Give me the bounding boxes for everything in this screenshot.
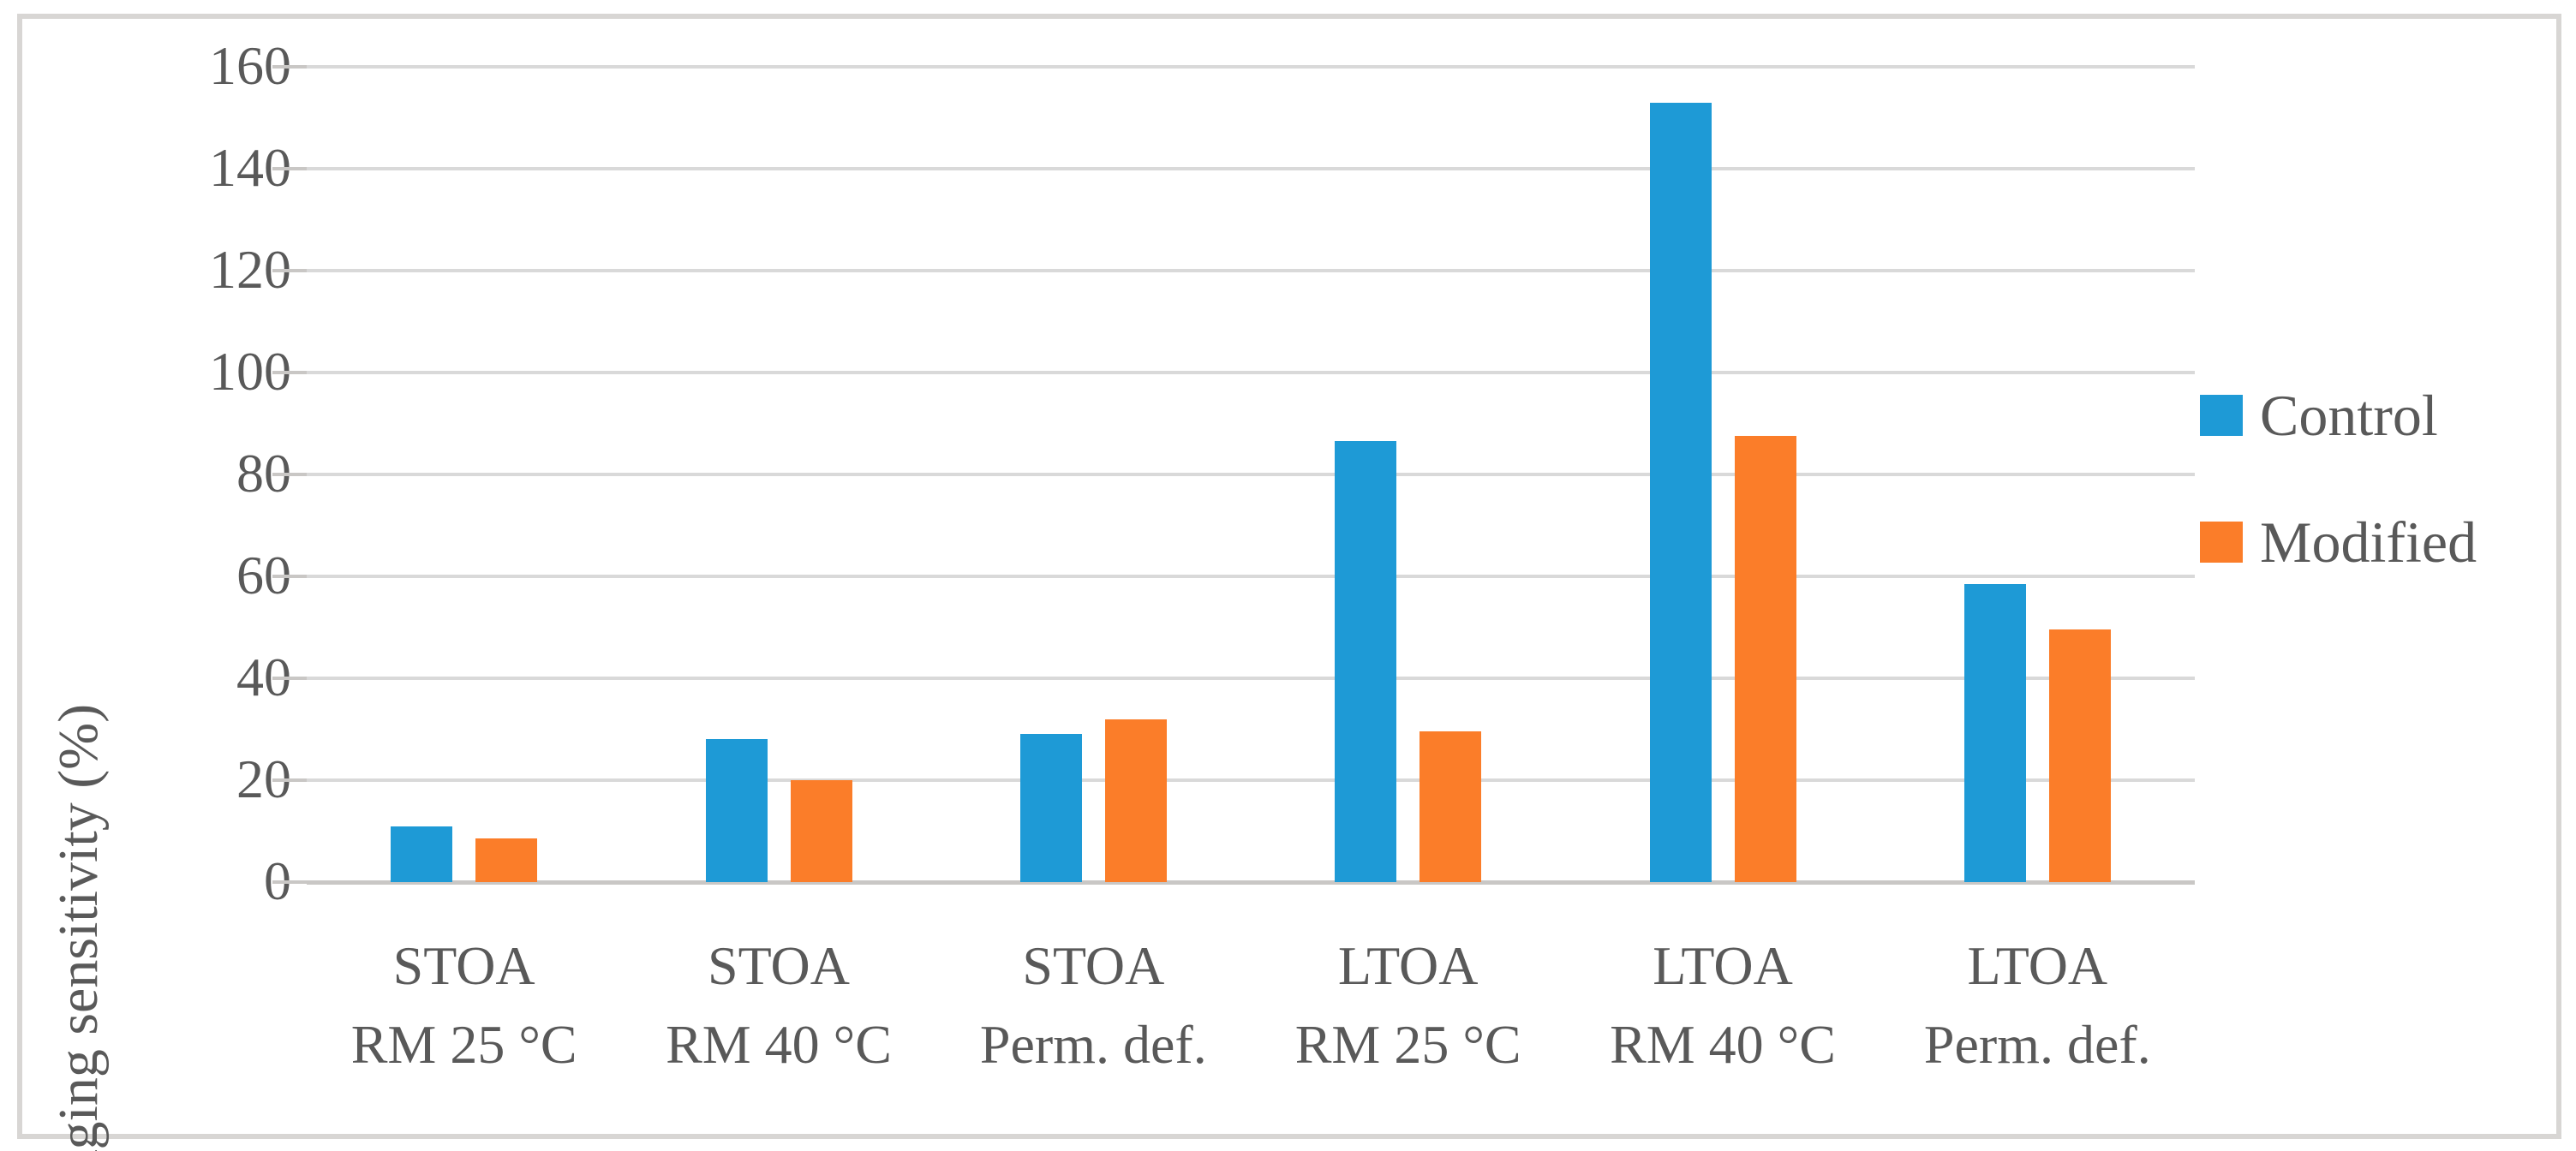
y-axis-tick-label-100: 100 (209, 341, 291, 402)
gridline-y-60 (307, 575, 2195, 578)
bar-modified-stoa-rm-25-c (475, 838, 538, 882)
x-category-label-line2: RM 40 °C (666, 1014, 892, 1075)
y-axis-tick (272, 575, 307, 578)
y-axis-tick-label-40: 40 (236, 647, 291, 707)
bar-modified-stoa-rm-40-c (790, 780, 852, 882)
gridline-y-80 (307, 473, 2195, 476)
y-axis-tick-label-20: 20 (236, 748, 291, 809)
y-axis-tick-label-160: 160 (209, 35, 291, 96)
x-axis-category-label-4: LTOA RM 40 °C (1543, 927, 1903, 1084)
x-axis-category-label-5: LTOA Perm. def. (1857, 927, 2217, 1084)
x-axis-category-label-3: LTOA RM 25 °C (1228, 927, 1588, 1084)
y-axis-tick-label-0: 0 (264, 850, 291, 911)
bar-control-stoa-rm-40-c (705, 739, 768, 882)
x-category-label-line1: LTOA (1653, 935, 1793, 996)
gridline-y-20 (307, 778, 2195, 782)
legend-item-control: Control (2200, 383, 2438, 448)
x-axis-category-label-2: STOA Perm. def. (913, 927, 1273, 1084)
bar-control-stoa-perm-def (1019, 734, 1082, 882)
x-category-label-line2: RM 40 °C (1610, 1014, 1836, 1075)
y-axis-tick-label-80: 80 (236, 443, 291, 504)
legend-item-modified: Modified (2200, 510, 2477, 575)
y-axis-tick (272, 65, 307, 69)
bar-control-ltoa-rm-40-c (1649, 102, 1712, 882)
x-category-label-line1: STOA (1022, 935, 1165, 996)
y-axis-tick (272, 880, 307, 884)
y-axis-tick (272, 371, 307, 374)
y-axis-tick-label-120: 120 (209, 239, 291, 300)
x-category-label-line1: STOA (708, 935, 850, 996)
y-axis-tick-label-60: 60 (236, 545, 291, 605)
y-axis-title-text: Aging sensitivity (%) (47, 703, 110, 1151)
legend-label-control: Control (2260, 382, 2438, 448)
y-axis-tick (272, 778, 307, 782)
x-category-label-line1: LTOA (1337, 935, 1479, 996)
x-category-label-line2: Perm. def. (1923, 1014, 2151, 1075)
bar-control-stoa-rm-25-c (391, 826, 453, 882)
x-category-label-line1: LTOA (1967, 935, 2108, 996)
gridline-y-120 (307, 269, 2195, 272)
bar-modified-stoa-perm-def (1104, 719, 1167, 882)
y-axis-tick (272, 677, 307, 680)
gridline-y-100 (307, 371, 2195, 374)
bar-control-ltoa-perm-def (1963, 583, 2026, 882)
y-axis-tick (272, 167, 307, 170)
x-category-label-line2: Perm. def. (979, 1014, 1207, 1075)
legend-marker-modified-icon (2200, 522, 2243, 563)
x-category-label-line2: RM 25 °C (1294, 1014, 1521, 1075)
bar-control-ltoa-rm-25-c (1335, 441, 1397, 882)
legend-label-modified: Modified (2260, 509, 2477, 575)
bar-modified-ltoa-rm-40-c (1734, 436, 1796, 882)
legend-marker-control-icon (2200, 395, 2243, 436)
x-category-label-line2: RM 25 °C (350, 1014, 577, 1075)
gridline-y-160 (307, 65, 2195, 69)
y-axis-tick (272, 473, 307, 476)
plot-area (307, 65, 2195, 885)
y-axis-tick (272, 269, 307, 272)
x-axis-category-label-1: STOA RM 40 °C (599, 927, 959, 1084)
y-axis-tick-label-140: 140 (209, 137, 291, 198)
gridline-y-40 (307, 677, 2195, 680)
x-category-label-line1: STOA (392, 935, 535, 996)
gridline-y-0 (307, 880, 2195, 885)
gridline-y-140 (307, 167, 2195, 170)
bar-modified-ltoa-perm-def (2048, 629, 2111, 882)
x-axis-category-label-0: STOA RM 25 °C (284, 927, 644, 1084)
bar-modified-ltoa-rm-25-c (1419, 731, 1482, 882)
